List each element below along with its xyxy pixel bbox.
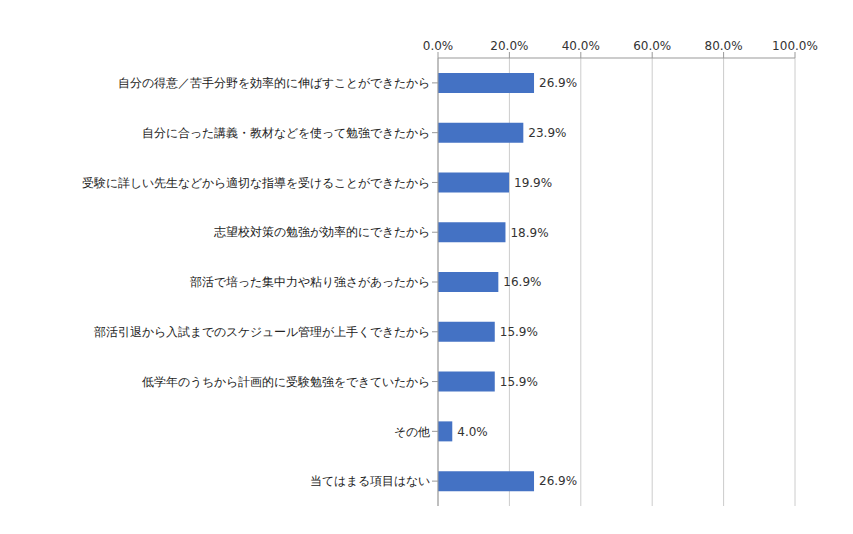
svg-text:受験に詳しい先生などから適切な指導を受けることができたから: 受験に詳しい先生などから適切な指導を受けることができたから bbox=[82, 176, 430, 190]
svg-text:19.9%: 19.9% bbox=[514, 176, 552, 190]
svg-text:志望校対策の勉強が効率的にできたから: 志望校対策の勉強が効率的にできたから bbox=[214, 225, 430, 239]
svg-text:15.9%: 15.9% bbox=[500, 325, 538, 339]
svg-text:100.0%: 100.0% bbox=[772, 39, 818, 53]
svg-text:自分に合った講義・教材などを使って勉強できたから: 自分に合った講義・教材などを使って勉強できたから bbox=[142, 126, 430, 140]
svg-text:当てはまる項目はない: 当てはまる項目はない bbox=[310, 474, 430, 488]
svg-text:23.9%: 23.9% bbox=[528, 126, 566, 140]
svg-text:20.0%: 20.0% bbox=[490, 39, 528, 53]
svg-text:低学年のうちから計画的に受験勉強をできていたから: 低学年のうちから計画的に受験勉強をできていたから bbox=[142, 375, 430, 389]
svg-text:60.0%: 60.0% bbox=[633, 39, 671, 53]
svg-text:80.0%: 80.0% bbox=[705, 39, 743, 53]
svg-text:40.0%: 40.0% bbox=[562, 39, 600, 53]
svg-text:18.9%: 18.9% bbox=[510, 226, 548, 240]
svg-text:その他: その他 bbox=[394, 425, 430, 439]
svg-text:4.0%: 4.0% bbox=[457, 425, 488, 439]
svg-text:0.0%: 0.0% bbox=[423, 39, 454, 53]
svg-text:部活で培った集中力や粘り強さがあったから: 部活で培った集中力や粘り強さがあったから bbox=[190, 275, 430, 289]
svg-text:部活引退から入試までのスケジュール管理が上手くできたから: 部活引退から入試までのスケジュール管理が上手くできたから bbox=[94, 325, 430, 339]
svg-text:自分の得意／苦手分野を効率的に伸ばすことができたから: 自分の得意／苦手分野を効率的に伸ばすことができたから bbox=[118, 76, 430, 90]
svg-text:26.9%: 26.9% bbox=[539, 76, 577, 90]
svg-text:15.9%: 15.9% bbox=[500, 375, 538, 389]
svg-text:26.9%: 26.9% bbox=[539, 474, 577, 488]
svg-text:16.9%: 16.9% bbox=[503, 275, 541, 289]
